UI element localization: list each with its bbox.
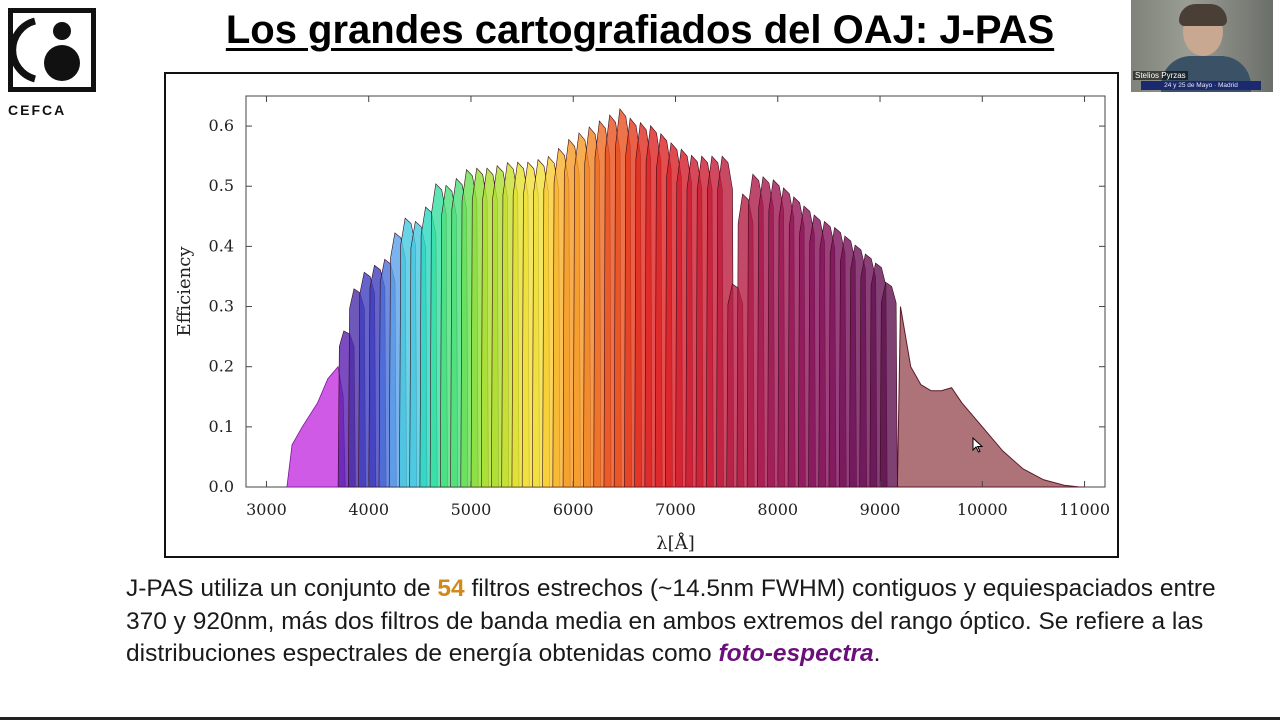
caption-part: .: [873, 640, 881, 667]
logo-glyph-icon: [9, 17, 80, 83]
x-tick-label: 9000: [860, 500, 901, 519]
x-tick-label: 3000: [246, 500, 287, 519]
y-tick-label: 0.4: [209, 236, 234, 255]
cefca-logo: CEFCA: [8, 8, 102, 118]
x-tick-label: 4000: [348, 500, 389, 519]
filter-efficiency-chart: 3000 4000 5000 6000 7000 8000 9000 10000 11000 0.…: [164, 72, 1119, 558]
x-tick-label: 11000: [1059, 500, 1110, 519]
y-tick-label: 0.2: [209, 357, 234, 376]
speaker-video[interactable]: Stelios Pyrzas 24 y 25 de Mayo · Madrid: [1131, 0, 1273, 92]
filter-count-highlight: 54: [437, 575, 465, 602]
logo-text: CEFCA: [8, 102, 67, 118]
foto-espectra-term: foto-espectra: [718, 640, 874, 667]
x-tick-label: 5000: [451, 500, 492, 519]
narrow-filter-band: [879, 281, 898, 488]
y-tick-label: 0.3: [209, 297, 234, 316]
caption-part: J-PAS utiliza un conjunto de: [126, 575, 438, 602]
speaker-hair: [1179, 4, 1227, 26]
y-tick-label: 0.5: [209, 176, 234, 195]
x-tick-label: 8000: [757, 500, 798, 519]
caption-part: filtros estrechos (~14.5nm FWHM) contigu…: [126, 575, 1216, 667]
x-tick-label: 6000: [553, 500, 594, 519]
slide-caption: J-PAS utiliza un conjunto de 54 filtros …: [126, 573, 1216, 671]
x-tick-label: 7000: [655, 500, 696, 519]
mouse-cursor-icon: [972, 437, 984, 453]
y-tick-label: 0.6: [209, 116, 234, 135]
speaker-name: Stelios Pyrzas: [1133, 71, 1188, 80]
slide-title: Los grandes cartografiados del OAJ: J-PA…: [225, 8, 1055, 52]
y-axis-label: Efficiency: [174, 246, 195, 337]
y-tick-label: 0.1: [209, 417, 234, 436]
chart-svg: 3000 4000 5000 6000 7000 8000 9000 10000 11000 0.…: [174, 95, 1110, 554]
y-tick-label: 0.0: [209, 477, 234, 496]
x-axis-label: λ[Å]: [656, 532, 694, 554]
broadband-filter-upper: [896, 306, 1085, 488]
logo-mark: [8, 8, 96, 92]
x-tick-label: 10000: [957, 500, 1008, 519]
bottom-rule: [0, 717, 1280, 720]
event-banner: 24 y 25 de Mayo · Madrid: [1141, 81, 1261, 90]
broadband-filter-lower: [286, 365, 346, 488]
